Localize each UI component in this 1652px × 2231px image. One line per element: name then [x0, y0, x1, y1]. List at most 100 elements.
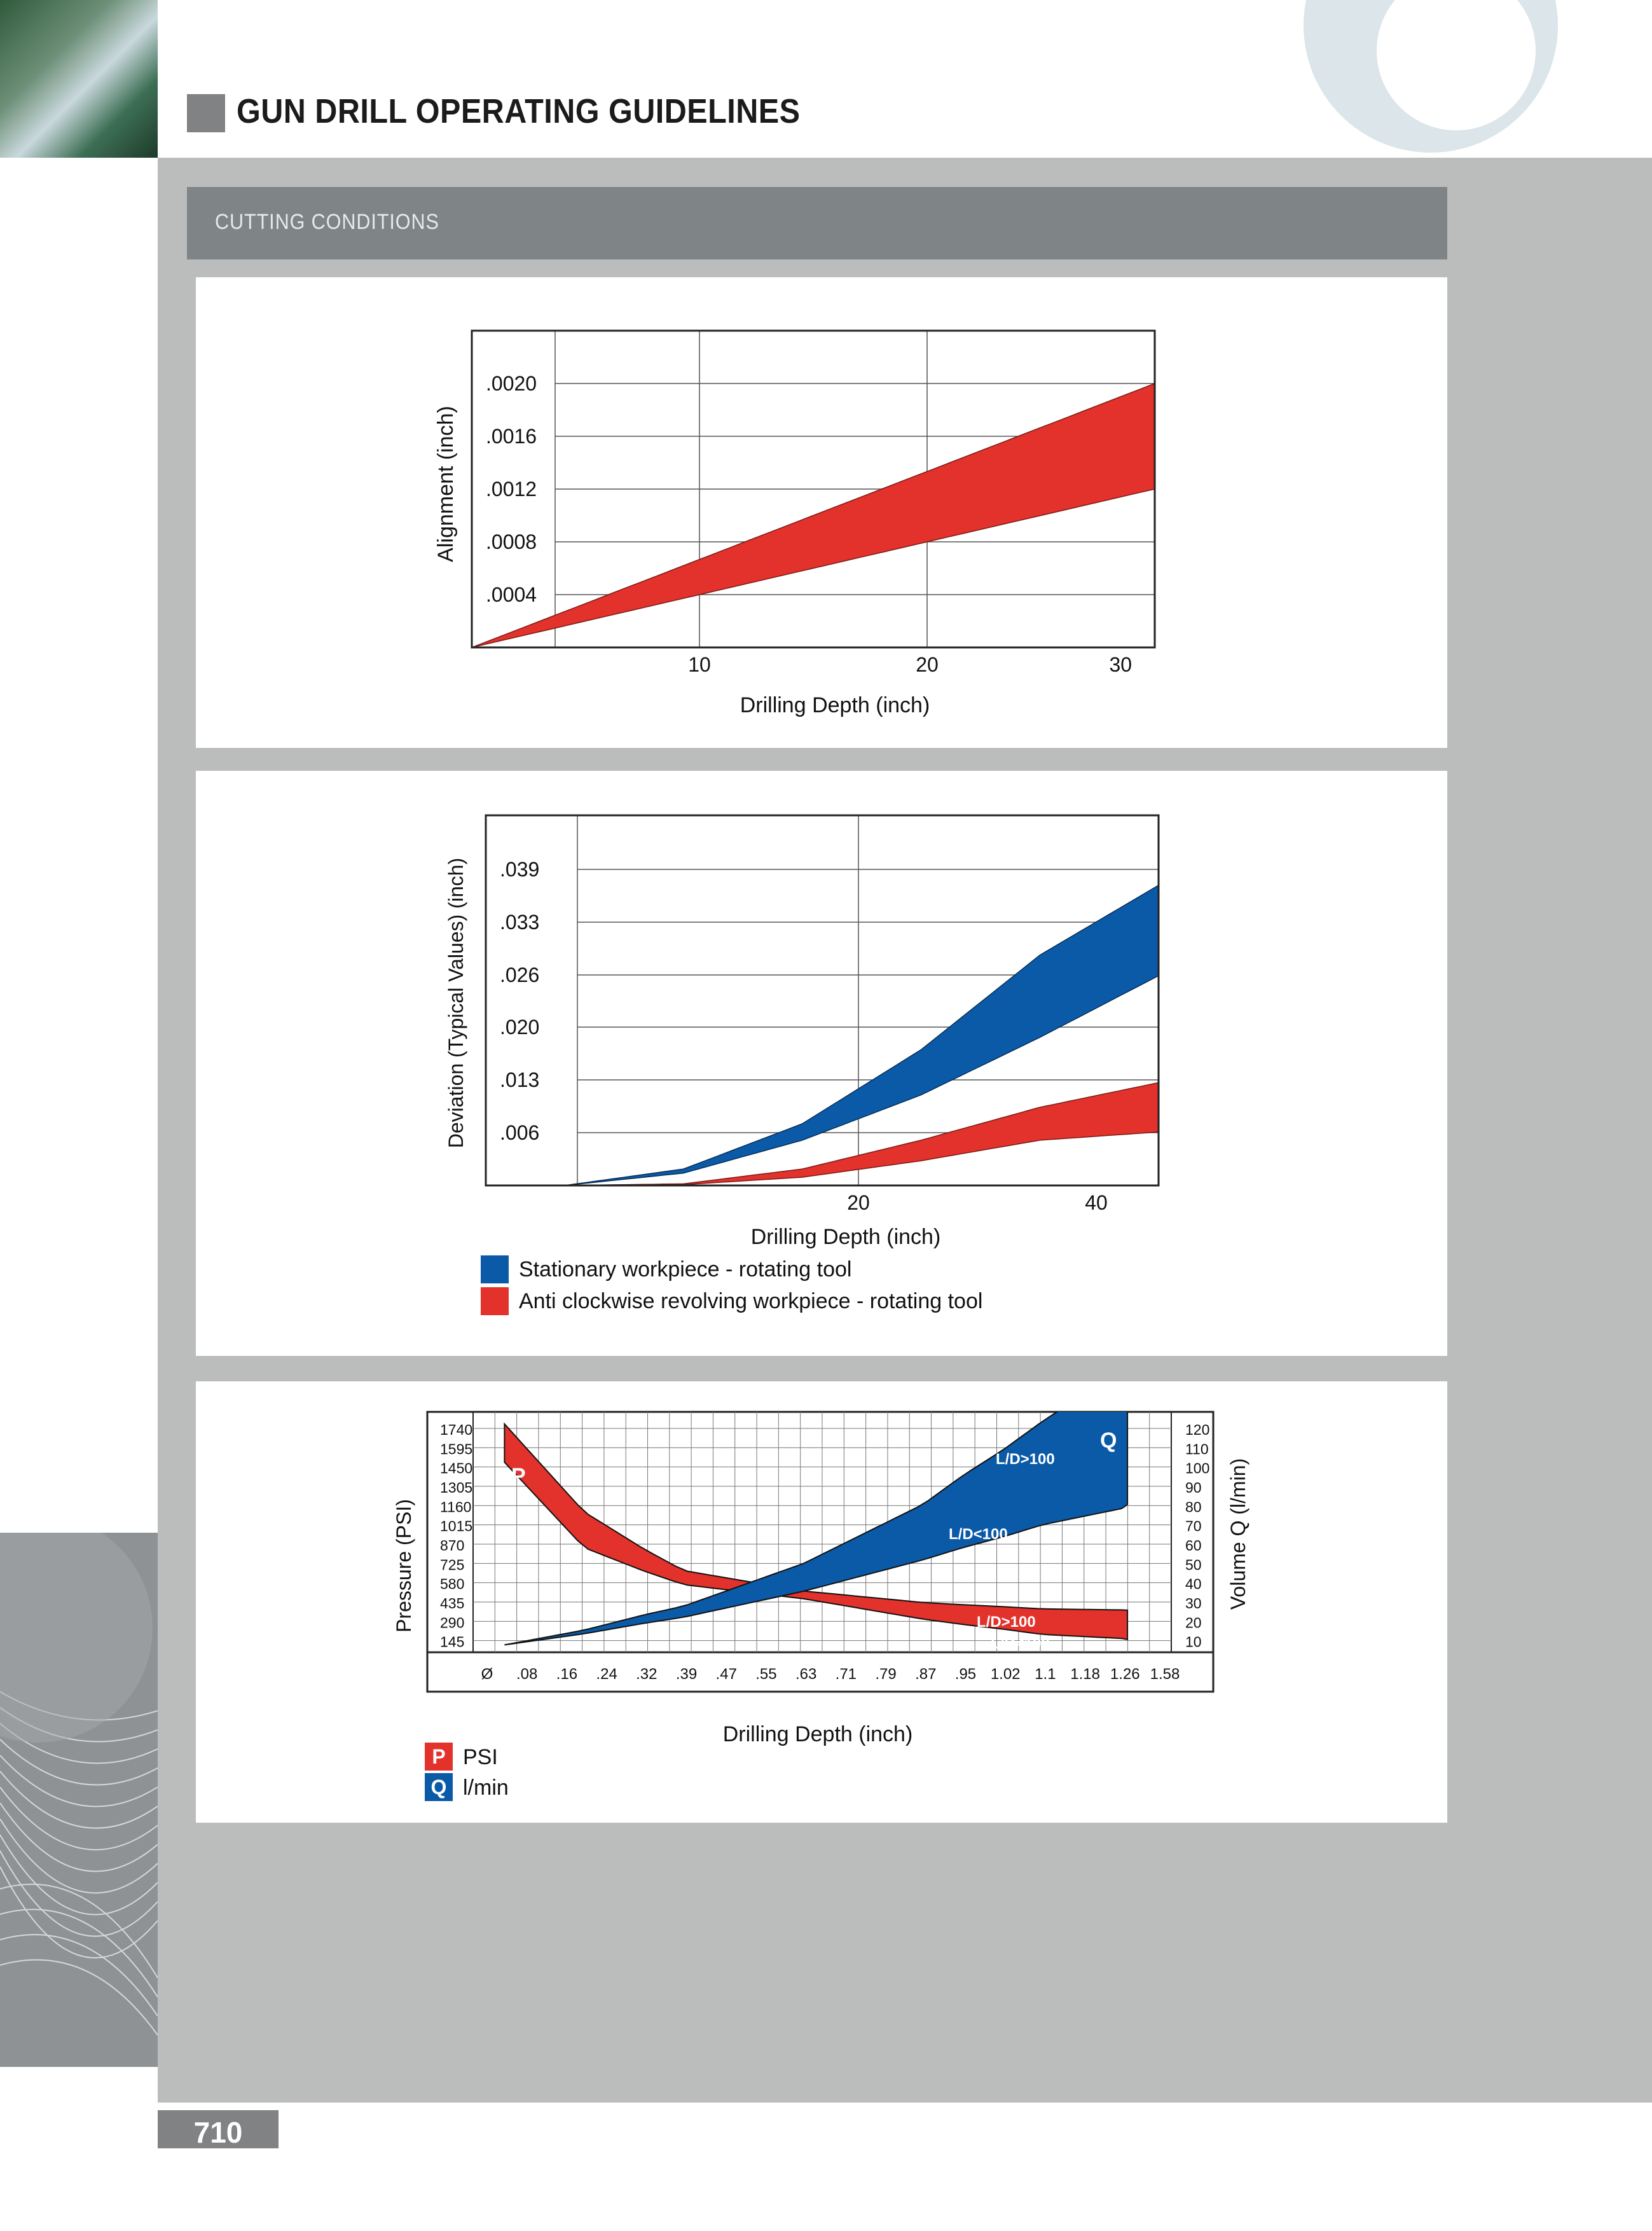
x-tick-label: 1.58 — [1150, 1666, 1180, 1683]
x-tick-label: 1.1 — [1035, 1666, 1056, 1683]
curve-label-q-ld-lt: L/D<100 — [949, 1526, 1008, 1543]
y-tick-label: 725 — [440, 1556, 464, 1573]
x-tick-label: .24 — [596, 1666, 617, 1683]
y-tick-label: .006 — [500, 1121, 539, 1144]
y-tick-label: .0016 — [486, 425, 537, 448]
x-axis-label: Drilling Depth (inch) — [751, 1225, 941, 1249]
y-tick-label: .020 — [500, 1016, 539, 1039]
stationary-band — [564, 884, 1159, 1186]
x-tick-label: 20 — [847, 1191, 870, 1214]
curve-label-p-ld-lt: L/D<100 — [991, 1635, 1050, 1652]
x-tick-label: 1.18 — [1070, 1666, 1100, 1683]
header-photo — [0, 0, 158, 158]
page-number-box: 710 — [158, 2110, 279, 2149]
pressure-volume-chart-panel: 1740 1595 1450 1305 1160 1015 870 725 580 435 290 1… — [196, 1381, 1447, 1823]
curve-label-p-ld-gt: L/D>100 — [977, 1613, 1036, 1631]
alignment-chart: .0020 .0016 .0012 .0008 .0004 10 20 30 Drilling … — [434, 329, 1156, 717]
pressure-band — [504, 1422, 1129, 1641]
y-tick-label: 1160 — [440, 1498, 471, 1515]
y-tick-label: 870 — [440, 1537, 464, 1554]
y2-tick-label: 70 — [1185, 1518, 1202, 1535]
x-tick-label: 30 — [1110, 653, 1132, 676]
x-tick-label: .79 — [875, 1666, 896, 1683]
plot-frame — [471, 329, 1156, 649]
legend-swatch — [425, 1773, 453, 1801]
x-tick-label: .39 — [676, 1666, 697, 1683]
curve-label-q: Q — [1100, 1428, 1117, 1453]
x-tick-label: 40 — [1085, 1191, 1108, 1214]
legend-swatch — [425, 1743, 453, 1771]
curve-label-p: P — [511, 1464, 526, 1488]
y2-tick-label: 80 — [1185, 1498, 1202, 1515]
y-tick-label: .0004 — [486, 583, 537, 606]
decorative-circle — [1304, 0, 1558, 153]
y2-tick-label: 110 — [1185, 1440, 1209, 1457]
x-tick-label: 1.02 — [991, 1666, 1021, 1683]
volume-band — [504, 1412, 1129, 1646]
x-tick-label: 10 — [688, 653, 711, 676]
y-tick-label: 1595 — [440, 1440, 472, 1457]
y-tick-label: 1015 — [440, 1518, 472, 1535]
page-title: GUN DRILL OPERATING GUIDELINES — [237, 92, 801, 130]
x-tick-label: .16 — [556, 1666, 577, 1683]
y-tick-label: 1305 — [440, 1479, 472, 1496]
y-tick-label: .0012 — [486, 478, 537, 501]
y2-tick-label: 40 — [1185, 1576, 1202, 1592]
y2-tick-label: 100 — [1185, 1460, 1209, 1477]
section-title: CUTTING CONDITIONS — [215, 210, 439, 234]
x-tick-label: .87 — [915, 1666, 936, 1683]
legend-label: Stationary workpiece - rotating tool — [519, 1257, 851, 1281]
y-tick-label: 435 — [440, 1595, 464, 1612]
y2-tick-label: 60 — [1185, 1537, 1202, 1554]
y-tick-label: 1740 — [440, 1421, 472, 1438]
legend-symbol: P — [432, 1745, 445, 1768]
curve-label-q-ld-gt: L/D>100 — [996, 1451, 1055, 1468]
y-tick-label: 580 — [440, 1576, 464, 1592]
deviation-chart: .039 .033 .026 .020 .013 .006 20 40 Drilling Dep… — [444, 814, 1160, 1315]
y-tick-label: .013 — [500, 1068, 539, 1091]
y-axis-label: Pressure (PSI) — [392, 1499, 415, 1633]
y2-axis-label: Volume Q (l/min) — [1227, 1458, 1249, 1610]
x-tick-label: .55 — [755, 1666, 776, 1683]
plot-frame — [485, 814, 1160, 1187]
legend-label: Anti clockwise revolving workpiece - rot… — [519, 1289, 982, 1313]
y-tick-label: .039 — [500, 858, 539, 881]
deviation-chart-panel: .039 .033 .026 .020 .013 .006 20 40 Drilling Dep… — [196, 771, 1447, 1356]
alignment-band — [471, 382, 1155, 648]
y-tick-label: .0020 — [486, 372, 537, 395]
y2-tick-label: 50 — [1185, 1556, 1202, 1573]
y-tick-label: .033 — [500, 911, 539, 934]
x-axis-label: Drilling Depth (inch) — [740, 693, 930, 717]
x-tick-label: 1.26 — [1110, 1666, 1140, 1683]
x-tick-label: .47 — [716, 1666, 737, 1683]
y-tick-label: .0008 — [486, 530, 537, 553]
y2-tick-label: 120 — [1185, 1421, 1209, 1438]
alignment-chart-panel: .0020 .0016 .0012 .0008 .0004 10 20 30 Drilling … — [196, 277, 1447, 748]
legend-label: l/min — [463, 1776, 509, 1800]
y-tick-label: 290 — [440, 1614, 464, 1631]
decorative-wave-panel — [0, 1533, 158, 2067]
x-tick-label: .95 — [955, 1666, 976, 1683]
y2-tick-label: 20 — [1185, 1614, 1202, 1631]
y-axis-label: Alignment (inch) — [434, 406, 458, 562]
y2-tick-label: 10 — [1185, 1634, 1202, 1650]
y2-tick-label: 90 — [1185, 1479, 1202, 1496]
y-tick-label: .026 — [500, 964, 539, 986]
legend-symbol: Q — [431, 1776, 447, 1799]
x-tick-label: 20 — [916, 653, 939, 676]
legend-swatch — [481, 1255, 509, 1283]
x-tick-label: .32 — [636, 1666, 657, 1683]
legend-label: PSI — [463, 1745, 498, 1769]
legend-swatch — [481, 1287, 509, 1315]
y-tick-label: 1450 — [440, 1460, 472, 1477]
title-marker — [187, 94, 225, 132]
x-tick-label: .08 — [516, 1666, 537, 1683]
section-header: CUTTING CONDITIONS — [187, 187, 1447, 259]
y-axis-label: Deviation (Typical Values) (inch) — [444, 858, 467, 1148]
pressure-volume-chart: 1740 1595 1450 1305 1160 1015 870 725 580 435 290 1… — [392, 1411, 1249, 1801]
page-number: 710 — [193, 2116, 243, 2149]
x-tick-label: Ø — [481, 1666, 493, 1683]
x-tick-label: .71 — [836, 1666, 857, 1683]
y2-tick-label: 30 — [1185, 1595, 1202, 1612]
x-tick-label: .63 — [795, 1666, 816, 1683]
